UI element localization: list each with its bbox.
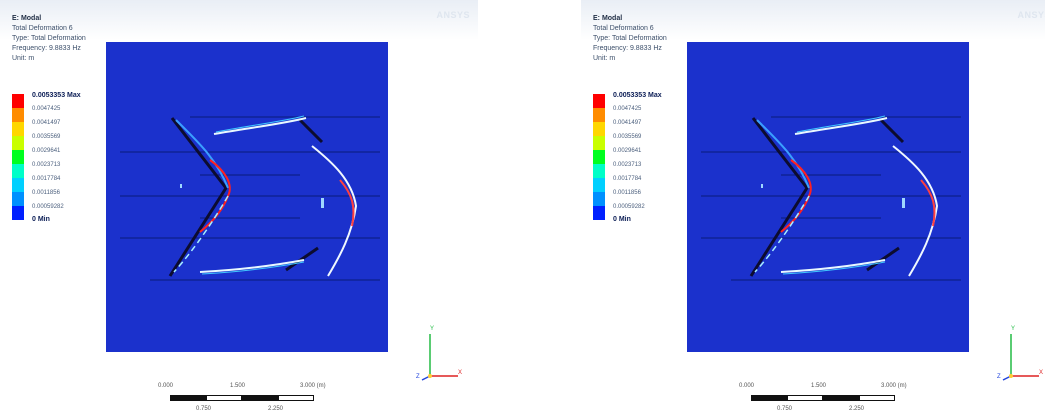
- legend-band: [593, 192, 605, 206]
- scale-segment: [823, 395, 859, 401]
- result-unit: Unit: m: [12, 55, 35, 62]
- legend-band: [12, 178, 24, 192]
- triad-y-label: Y: [1011, 326, 1016, 332]
- result-panel-left: E: Modal Total Deformation 6 Type: Total…: [0, 0, 478, 416]
- legend-tick: 0.0023713: [613, 162, 642, 168]
- scale-label: 3.000 (m): [300, 383, 326, 389]
- legend-band: [12, 122, 24, 136]
- scale-sublabel: 0.750: [196, 406, 212, 412]
- legend-band: [12, 108, 24, 122]
- viewport-header: [0, 0, 478, 40]
- legend-tick: 0.0035569: [32, 134, 61, 140]
- legend-band: [593, 136, 605, 150]
- scale-label: 1.500: [230, 383, 246, 389]
- legend-band: [12, 94, 24, 108]
- ansys-logo: ANSYS: [436, 10, 470, 20]
- legend-min-label: 0 Min: [613, 216, 631, 223]
- scale-segment: [787, 395, 823, 401]
- legend-band: [593, 108, 605, 122]
- analysis-title: E: Modal: [593, 15, 623, 22]
- scale-label: 3.000 (m): [881, 383, 907, 389]
- result-frequency: Frequency: 9.8833 Hz: [593, 45, 662, 52]
- legend-color-bar: [593, 94, 605, 220]
- legend-band: [12, 136, 24, 150]
- legend-max-label: 0.0053353 Max: [613, 92, 662, 99]
- result-info-block: E: Modal Total Deformation 6 Type: Total…: [12, 14, 86, 64]
- legend-tick: 0.0041497: [613, 120, 642, 126]
- viewport-header: [581, 0, 1045, 40]
- triad-x-label: X: [1039, 370, 1044, 376]
- result-type: Type: Total Deformation: [12, 35, 86, 42]
- coordinate-triad[interactable]: Y X Z: [414, 326, 464, 382]
- scale-segment: [751, 395, 787, 401]
- legend-band: [593, 164, 605, 178]
- scale-sublabel: 2.250: [268, 406, 284, 412]
- legend-tick: 0.0023713: [32, 162, 61, 168]
- scale-segment: [859, 395, 895, 401]
- triad-y-label: Y: [430, 326, 435, 332]
- legend-tick: 0.00059282: [32, 204, 64, 210]
- result-panel-right: E: Modal Total Deformation 6 Type: Total…: [581, 0, 1045, 416]
- legend-tick: 0.0035569: [613, 134, 642, 140]
- scale-segment: [206, 395, 242, 401]
- coordinate-triad[interactable]: Y X Z: [995, 326, 1045, 382]
- legend-tick: 0.0017784: [32, 176, 61, 182]
- scale-segment: [170, 395, 206, 401]
- legend-tick: 0.0011856: [32, 190, 60, 196]
- legend-tick: 0.0011856: [613, 190, 641, 196]
- legend-min-label: 0 Min: [32, 216, 50, 223]
- graphics-viewport[interactable]: [687, 42, 969, 352]
- legend-band: [593, 122, 605, 136]
- result-frequency: Frequency: 9.8833 Hz: [12, 45, 81, 52]
- scale-sublabel: 0.750: [777, 406, 793, 412]
- scale-segment: [242, 395, 278, 401]
- legend-color-bar: [12, 94, 24, 220]
- result-type: Type: Total Deformation: [593, 35, 667, 42]
- scale-sublabel: 2.250: [849, 406, 865, 412]
- triad-z-label: Z: [997, 374, 1001, 380]
- legend-tick: 0.0047425: [613, 106, 642, 112]
- result-name: Total Deformation 6: [12, 25, 73, 32]
- deformed-model: [701, 115, 961, 281]
- legend-max-label: 0.0053353 Max: [32, 92, 81, 99]
- legend-band: [12, 192, 24, 206]
- analysis-title: E: Modal: [12, 15, 42, 22]
- legend-band: [593, 94, 605, 108]
- scale-label: 1.500: [811, 383, 827, 389]
- legend-tick: 0.0029641: [32, 148, 61, 154]
- triad-z-label: Z: [416, 374, 420, 380]
- scale-label: 0.000: [739, 383, 755, 389]
- ansys-logo: ANSYS: [1017, 10, 1045, 20]
- legend-band: [593, 150, 605, 164]
- legend-tick: 0.00059282: [613, 204, 645, 210]
- scale-label: 0.000: [158, 383, 174, 389]
- legend-band: [593, 206, 605, 220]
- triad-x-label: X: [458, 370, 463, 376]
- legend-band: [593, 178, 605, 192]
- legend-band: [12, 206, 24, 220]
- result-info-block: E: Modal Total Deformation 6 Type: Total…: [593, 14, 667, 64]
- scale-bar: 0.000 1.500 3.000 (m) 0.750 2.250: [731, 383, 921, 415]
- result-name: Total Deformation 6: [593, 25, 654, 32]
- result-unit: Unit: m: [593, 55, 616, 62]
- legend-tick: 0.0047425: [32, 106, 61, 112]
- legend-tick: 0.0029641: [613, 148, 642, 154]
- legend-tick: 0.0017784: [613, 176, 642, 182]
- scale-bar: 0.000 1.500 3.000 (m) 0.750 2.250: [150, 383, 340, 415]
- graphics-viewport[interactable]: [106, 42, 388, 352]
- legend-band: [12, 150, 24, 164]
- scale-segment: [278, 395, 314, 401]
- legend-band: [12, 164, 24, 178]
- deformed-model: [120, 115, 380, 281]
- legend-tick: 0.0041497: [32, 120, 61, 126]
